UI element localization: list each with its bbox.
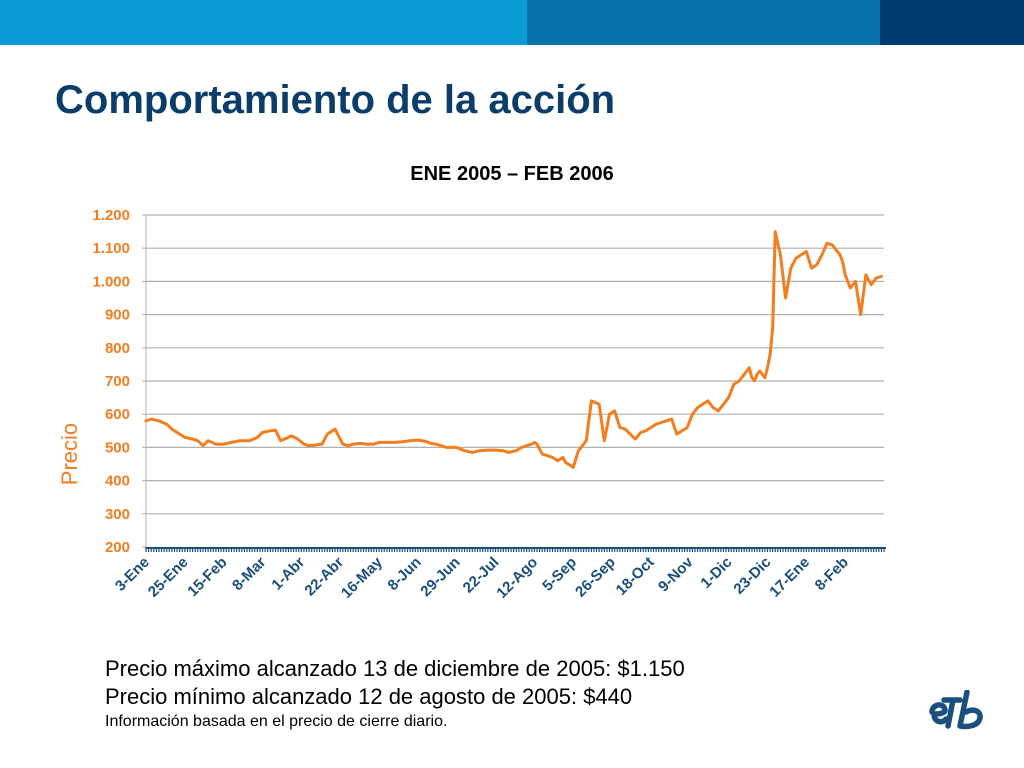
notes-block: Precio máximo alcanzado 13 de diciembre …: [105, 655, 685, 733]
y-tick-label: 1.100: [92, 240, 130, 257]
y-tick-label: 600: [105, 406, 130, 423]
x-tick-label: 16-May: [338, 553, 386, 601]
x-tick-label: 29-Jun: [417, 554, 463, 600]
slide-title: Comportamiento de la acción: [55, 78, 616, 122]
x-tick-label: 18-Oct: [613, 554, 658, 599]
x-tick-label: 17-Ene: [766, 554, 813, 601]
y-tick-label: 200: [105, 539, 130, 556]
x-tick-label: 12-Ago: [493, 554, 541, 602]
etb-logo: eTb: [929, 690, 983, 730]
y-tick-label: 700: [105, 373, 130, 390]
chart-title: ENE 2005 – FEB 2006: [410, 163, 614, 185]
min-price-note: Precio mínimo alcanzado 12 de agosto de …: [105, 684, 633, 709]
header-band-dark: [880, 0, 1024, 45]
y-tick-label: 400: [105, 473, 130, 490]
y-tick-label: 1.200: [92, 207, 130, 224]
x-tick-label: 8-Feb: [812, 554, 852, 594]
header-band-medium: [527, 0, 880, 45]
max-price-note: Precio máximo alcanzado 13 de diciembre …: [105, 656, 685, 681]
x-tick-label: 15-Feb: [184, 554, 230, 600]
x-tick-label: 8-Mar: [229, 554, 269, 594]
header-band: [0, 0, 1024, 45]
price-series-line: [144, 230, 883, 469]
y-tick-label: 800: [105, 340, 130, 357]
x-tick-label: 26-Sep: [572, 554, 619, 601]
y-tick-label: 900: [105, 307, 130, 324]
x-tick-label: 25-Ene: [145, 554, 192, 601]
y-tick-label: 300: [105, 506, 130, 523]
source-note: Información basada en el precio de cierr…: [105, 713, 448, 730]
y-tick-label: 500: [105, 439, 130, 456]
x-tick-label: 9-Nov: [655, 553, 697, 595]
y-tick-label: 1.000: [92, 273, 130, 290]
header-band-light: [0, 0, 527, 45]
